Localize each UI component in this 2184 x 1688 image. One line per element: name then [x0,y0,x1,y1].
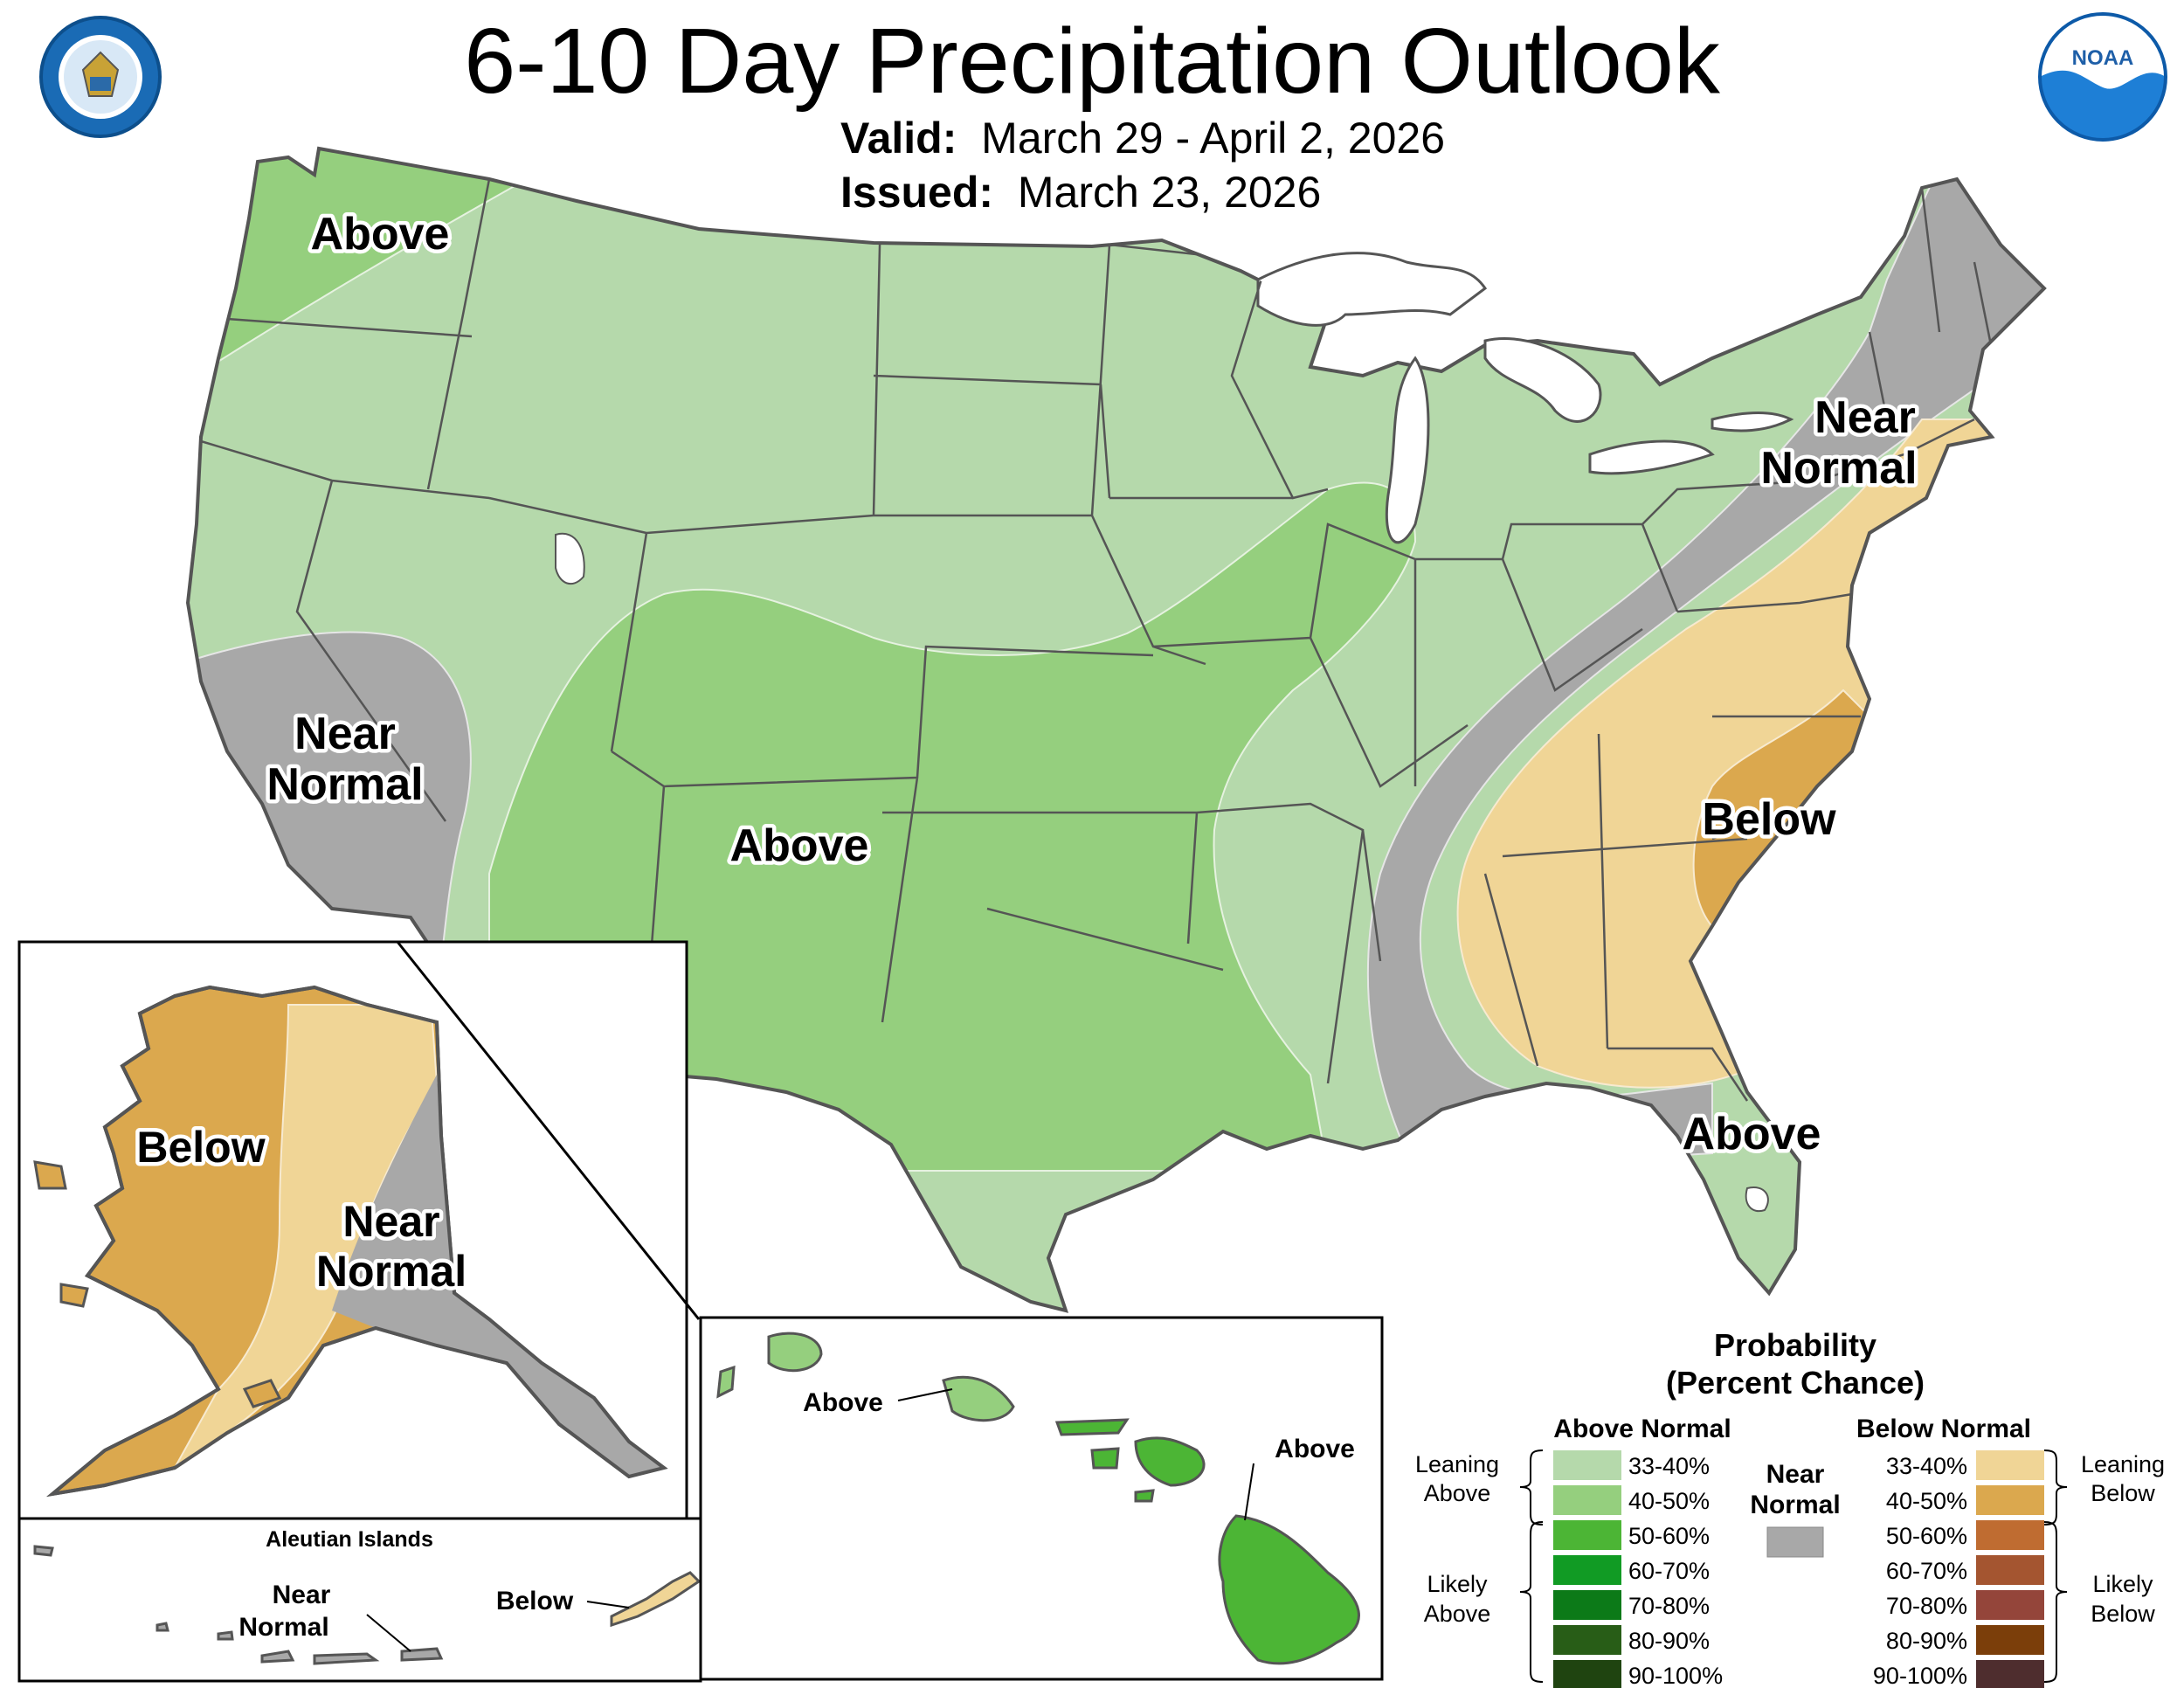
south-central-above-40-50 [488,481,1417,1172]
lanai [1090,1447,1120,1470]
legend-below-swatch-5 [1976,1625,2044,1655]
legend-above-range-2: 50-60% [1628,1523,1710,1549]
legend-above-swatch-6 [1553,1660,1621,1688]
kahoolawe [1134,1489,1155,1503]
label-ne-near: Near [1814,392,1916,443]
legend-below-swatch-0 [1976,1450,2044,1480]
valid-label: Valid: [840,114,957,163]
legend-above-header: Above Normal [1553,1415,1731,1443]
legend-near-1: Near [1766,1460,1825,1489]
label-central: Above [730,820,869,871]
legend-above-range-0: 33-40% [1628,1453,1710,1479]
legend-below-range-1: 40-50% [1886,1488,1967,1514]
legend-below-header: Below Normal [1856,1415,2031,1443]
kauai [767,1332,823,1373]
hawaii-inset [699,1316,1384,1681]
brace-leaning-below [2043,1449,2068,1525]
legend-below-swatch-4 [1976,1590,2044,1620]
leaning-above-1: Leaning [1415,1451,1499,1477]
legend-title-1: Probability [1714,1327,1876,1363]
brace-likely-above [1519,1521,1544,1683]
page-title: 6-10 Day Precipitation Outlook [464,10,1720,113]
alaska-inset [17,940,701,1520]
legend-below-swatch-6 [1976,1660,2044,1688]
big-island [1218,1514,1360,1665]
likely-above-2: Above [1424,1601,1491,1627]
label-ne-normal: Normal [1760,443,1917,494]
label-ak-normal: Normal [316,1247,467,1296]
legend: Probability (Percent Chance) Above Norma… [1415,1327,2165,1688]
legend-above-swatch-4 [1553,1590,1621,1620]
legend-below-range-6: 90-100% [1873,1663,1967,1688]
label-aleut-below: Below [496,1587,574,1615]
valid-value: March 29 - April 2, 2026 [981,114,1446,163]
alaska-near-normal [332,1075,664,1477]
lake-okeechobee [1745,1186,1769,1213]
aleutians-inset [17,1517,702,1683]
likely-above-1: Likely [1427,1571,1488,1597]
leaning-above-2: Above [1424,1480,1491,1506]
legend-above-swatch-2 [1553,1520,1621,1550]
molokai [1054,1418,1130,1436]
legend-above-swatch-5 [1553,1625,1621,1655]
legend-above-range-4: 70-80% [1628,1593,1710,1619]
legend-near-swatch [1766,1526,1824,1558]
issued-value: March 23, 2026 [1017,168,1322,217]
label-aleut-normal: Normal [238,1613,328,1642]
likely-below-2: Below [2091,1601,2155,1627]
legend-below-range-0: 33-40% [1886,1453,1967,1479]
label-hi-west: Above [803,1388,883,1417]
alaska-islands [33,1160,282,1408]
maui [1134,1436,1206,1487]
legend-below-items: 33-40% 40-50% 50-60% 60-70% 70-80% 80-90% 90-1… [1873,1450,2044,1688]
legend-above-items: 33-40% 40-50% 50-60% 60-70% 70-80% 80-90% 90-1… [1553,1450,1723,1688]
oahu [942,1375,1015,1422]
label-hi-east: Above [1275,1435,1355,1463]
legend-above-range-6: 90-100% [1628,1663,1723,1688]
label-ak-near: Near [342,1197,439,1246]
legend-above-range-1: 40-50% [1628,1488,1710,1514]
legend-near-2: Normal [1750,1491,1840,1519]
noaa-text: NOAA [2072,46,2134,70]
map-labels: Above Near Normal Above Near Normal Belo… [133,205,1921,1643]
aleutian-chain [33,1545,444,1665]
brace-likely-below [2043,1521,2068,1683]
label-se: Below [1702,794,1836,845]
legend-above-range-3: 60-70% [1628,1558,1710,1584]
label-ak-below: Below [136,1123,265,1172]
legend-above-swatch-1 [1553,1485,1621,1515]
issued-label: Issued: [840,168,994,217]
aleutians-title: Aleutian Islands [266,1527,433,1552]
legend-title-2: (Percent Chance) [1666,1365,1925,1401]
noaa-logo: NOAA [2038,12,2167,142]
label-sw-normal: Normal [266,759,423,810]
legend-below-range-4: 70-80% [1886,1593,1967,1619]
legend-above-range-5: 80-90% [1628,1628,1710,1654]
legend-below-swatch-1 [1976,1485,2044,1515]
brace-leaning-above [1519,1449,1544,1525]
commerce-seal-logo [39,16,162,138]
likely-below-1: Likely [2092,1571,2153,1597]
issued-line: Issued: March 23, 2026 [840,166,1321,218]
leaning-below-2: Below [2091,1480,2155,1506]
legend-below-range-5: 80-90% [1886,1628,1967,1654]
aleutian-east [610,1571,702,1628]
leaning-below-1: Leaning [2081,1451,2165,1477]
legend-above-swatch-3 [1553,1555,1621,1585]
label-aleut-near: Near [273,1581,331,1609]
legend-below-range-3: 60-70% [1886,1558,1967,1584]
salt-lake [555,532,585,585]
legend-below-swatch-3 [1976,1555,2044,1585]
state-boundaries [200,149,1994,1102]
valid-line: Valid: March 29 - April 2, 2026 [840,112,1445,164]
niihau [716,1365,736,1399]
legend-below-swatch-2 [1976,1520,2044,1550]
great-lakes [1256,252,1794,544]
label-pnw: Above [311,209,450,259]
legend-above-swatch-0 [1553,1450,1621,1480]
label-fl: Above [1683,1109,1821,1159]
label-sw-near: Near [294,709,396,759]
legend-below-range-2: 50-60% [1886,1523,1967,1549]
